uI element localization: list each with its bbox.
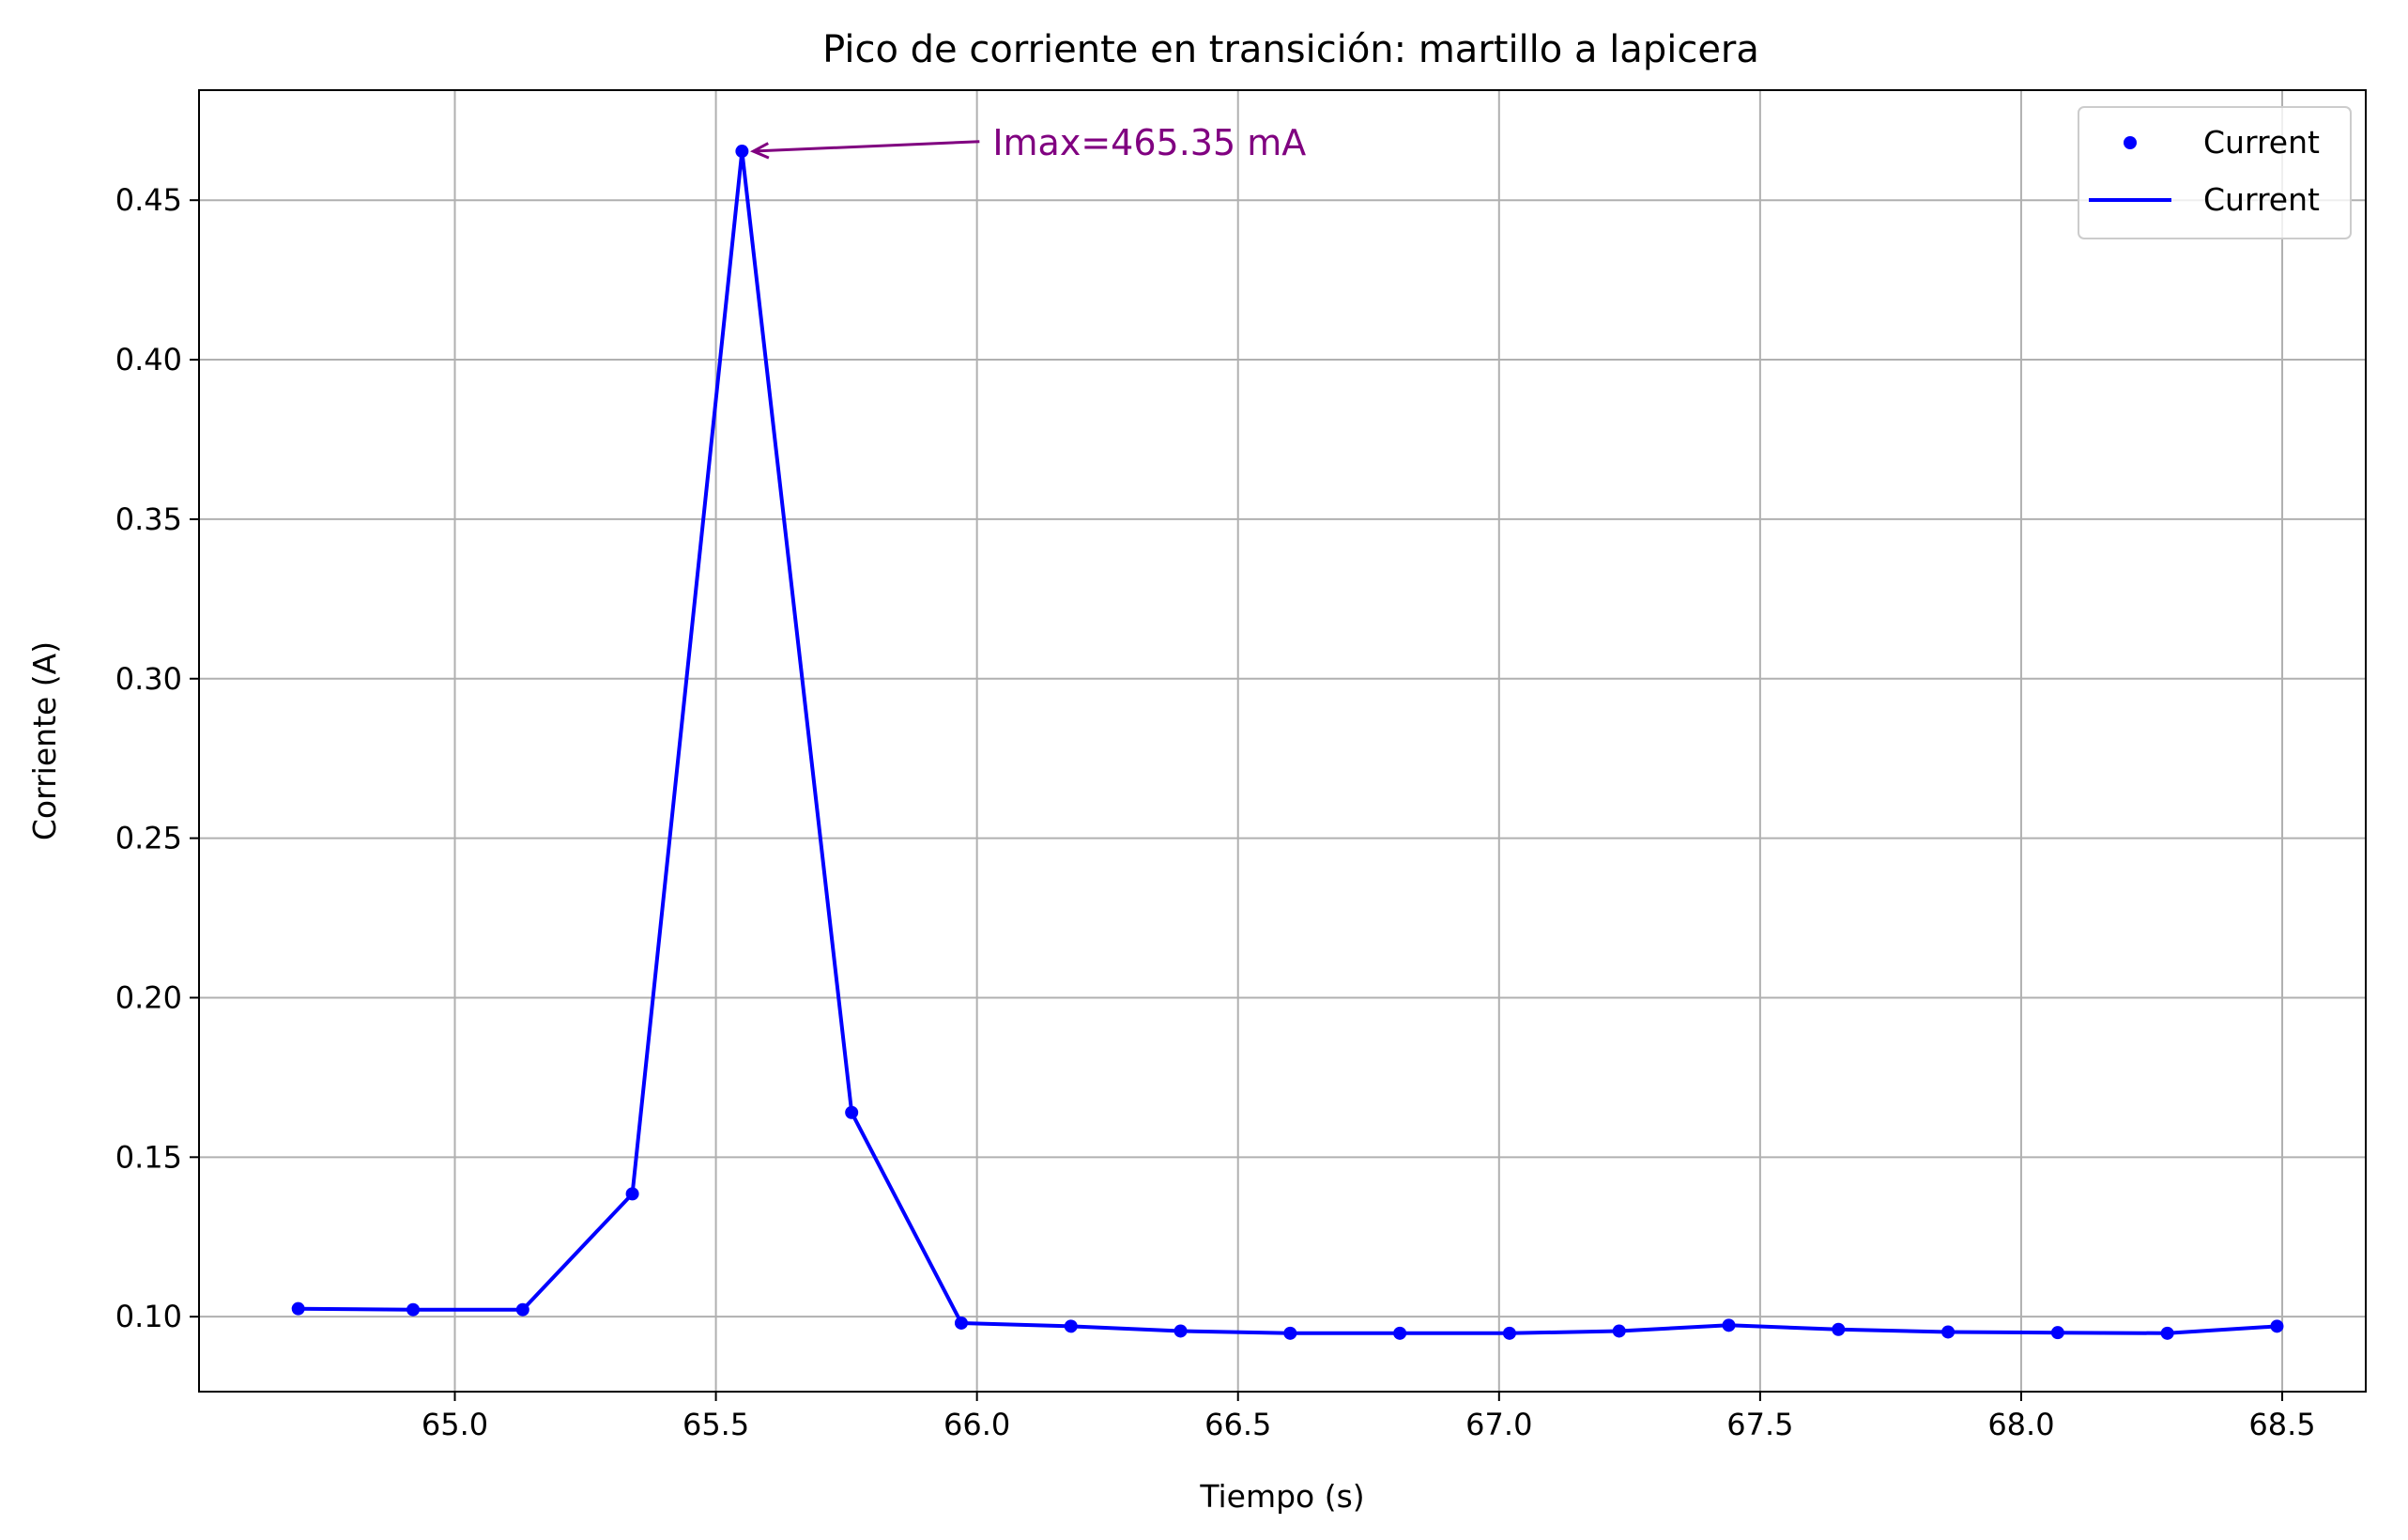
y-tick-label: 0.35	[115, 501, 182, 537]
y-tick-label: 0.10	[115, 1299, 182, 1334]
legend-label-line: Current	[2203, 181, 2320, 218]
current-point	[625, 1187, 639, 1201]
annotation-arrowhead	[749, 142, 770, 160]
annotation-arrow	[753, 140, 980, 153]
current-point	[735, 145, 749, 159]
x-tick-label: 68.0	[1987, 1407, 2054, 1442]
current-point	[1612, 1324, 1626, 1338]
current-point	[1941, 1325, 1956, 1339]
current-point	[1173, 1324, 1188, 1338]
current-point	[2270, 1319, 2284, 1333]
y-tick-label: 0.15	[115, 1139, 182, 1175]
x-axis: 65.0 65.5 66.0 66.5 67.0 67.5 68.0 68.5	[422, 1392, 2316, 1442]
x-tick-label: 67.0	[1465, 1407, 1532, 1442]
x-axis-label: Tiempo (s)	[1199, 1478, 1364, 1515]
current-point	[1283, 1326, 1297, 1340]
y-axis: 0.10 0.15 0.20 0.25 0.30 0.35 0.40 0.45	[115, 182, 199, 1334]
x-tick-label: 65.0	[422, 1407, 488, 1442]
x-tick-label: 66.5	[1204, 1407, 1271, 1442]
current-point	[1722, 1318, 1736, 1332]
legend-label-markers: Current	[2203, 124, 2320, 161]
y-tick-label: 0.20	[115, 979, 182, 1015]
y-tick-label: 0.25	[115, 821, 182, 856]
x-tick-label: 67.5	[1726, 1407, 1793, 1442]
legend-box	[2078, 106, 2352, 239]
current-point	[1064, 1319, 1078, 1333]
legend: Current Current	[2078, 106, 2352, 239]
grid	[199, 90, 2366, 1392]
annotation: Imax=465.35 mA	[749, 122, 1306, 163]
plot-frame	[198, 89, 2367, 1393]
x-tick-label: 68.5	[2248, 1407, 2315, 1442]
current-point	[954, 1316, 968, 1330]
legend-marker-current	[2124, 136, 2137, 149]
current-point	[1502, 1326, 1516, 1340]
current-point	[845, 1105, 859, 1119]
y-axis-label: Corriente (A)	[26, 641, 63, 840]
y-tick-label: 0.40	[115, 342, 182, 377]
y-tick-label: 0.30	[115, 661, 182, 697]
current-point	[1832, 1322, 1846, 1336]
current-point	[515, 1302, 529, 1317]
current-point	[1393, 1326, 1407, 1340]
plot-series	[291, 145, 2284, 1340]
x-tick-label: 65.5	[683, 1407, 749, 1442]
current-point	[406, 1302, 421, 1317]
x-tick-label: 66.0	[943, 1407, 1010, 1442]
current-point	[2050, 1326, 2064, 1340]
current-point	[291, 1301, 305, 1316]
chart-title: Pico de corriente en transición: martill…	[822, 28, 1759, 71]
y-tick-label: 0.45	[115, 182, 182, 218]
current-point	[2160, 1326, 2174, 1340]
annotation-label: Imax=465.35 mA	[992, 122, 1306, 163]
